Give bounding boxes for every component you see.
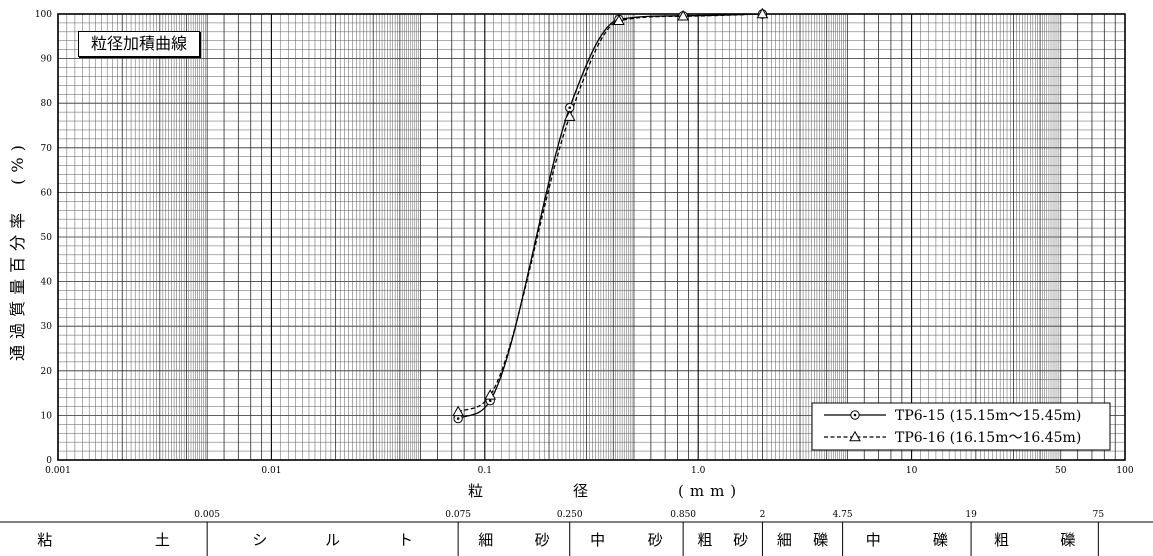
series-markers-1 <box>453 9 768 424</box>
legend-box <box>811 402 1111 451</box>
grid <box>57 13 1125 461</box>
class-boundary-label: 19 <box>965 510 977 520</box>
y-tick-label: 50 <box>41 233 53 243</box>
x-tick-label: 100 <box>1116 466 1133 476</box>
plot-area-frame <box>57 13 1126 461</box>
y-tick-label: 60 <box>41 188 53 198</box>
series-group <box>452 7 769 424</box>
y-tick-label: 30 <box>41 322 53 332</box>
x-axis-ticks: 0.001 0.01 0.1 1.0 10 50 100 <box>45 466 1134 476</box>
y-tick-label: 90 <box>41 55 53 65</box>
class-boundary-label: 0.850 <box>670 510 696 520</box>
series-markers-2 <box>452 7 769 417</box>
class-boundary-label: 0.005 <box>194 510 220 520</box>
circle-marker-dot <box>488 399 492 402</box>
circle-marker-dot <box>568 106 572 109</box>
x-tick-label: 0.01 <box>261 466 281 476</box>
x-tick-label: 0.001 <box>45 466 71 476</box>
triangle-marker <box>484 389 497 400</box>
legend: TP6-15 (15.15m～15.45m) TP6-16 (16.15m～16.… <box>811 402 1111 451</box>
data-point <box>613 14 625 25</box>
x-tick-label: 0.1 <box>478 466 492 476</box>
data-point <box>452 405 464 417</box>
data-point <box>484 389 497 400</box>
y-axis-label: 通過質量百分率 (%) <box>8 139 27 361</box>
data-point <box>850 410 860 420</box>
x-tick-label: 50 <box>1055 466 1067 476</box>
series-line-1 <box>457 13 763 420</box>
data-point <box>756 7 769 19</box>
triangle-marker <box>849 430 861 442</box>
y-tick-label: 80 <box>41 99 53 109</box>
x-tick-label: 1.0 <box>691 466 706 476</box>
legend-entry: TP6-16 (16.15m～16.45m) <box>824 430 1081 446</box>
y-tick-label: 40 <box>41 278 53 288</box>
y-tick-label: 20 <box>41 367 53 377</box>
class-boundary-label: 2 <box>760 510 766 520</box>
triangle-marker <box>613 14 625 25</box>
class-boundary-label: 0.075 <box>445 510 471 520</box>
x-axis-label: 粒 径 (mm) <box>468 482 743 500</box>
triangle-marker <box>677 10 689 21</box>
circle-marker-dot <box>456 417 460 420</box>
data-point <box>677 10 689 21</box>
legend-entry: TP6-15 (15.15m～15.45m) <box>824 408 1081 424</box>
y-tick-label: 10 <box>41 411 53 421</box>
y-tick-label: 100 <box>35 10 52 20</box>
y-tick-label: 70 <box>41 144 53 154</box>
triangle-marker <box>452 405 464 417</box>
class-boundary-label: 4.75 <box>833 510 853 520</box>
class-boundary-label: 0.250 <box>557 510 583 520</box>
classification-lines: 0.005 0.075 0.250 0.850 2 4.75 19 75 <box>0 510 1153 556</box>
x-tick-label: 10 <box>906 466 918 476</box>
chart-title: 粒径加積曲線 <box>78 31 201 57</box>
triangle-marker <box>563 110 576 121</box>
y-axis-ticks: 0 10 20 30 40 50 60 70 80 90 100 <box>35 10 52 466</box>
data-point <box>563 110 576 121</box>
series-line-2 <box>457 13 763 413</box>
triangle-marker <box>756 7 769 19</box>
circle-marker-dot <box>853 413 857 417</box>
legend-label: TP6-16 (16.15m～16.45m) <box>895 430 1081 446</box>
class-boundary-label: 75 <box>1093 510 1105 520</box>
y-tick-label: 0 <box>46 456 52 466</box>
data-point <box>849 430 861 442</box>
legend-label: TP6-15 (15.15m～15.45m) <box>895 408 1081 424</box>
